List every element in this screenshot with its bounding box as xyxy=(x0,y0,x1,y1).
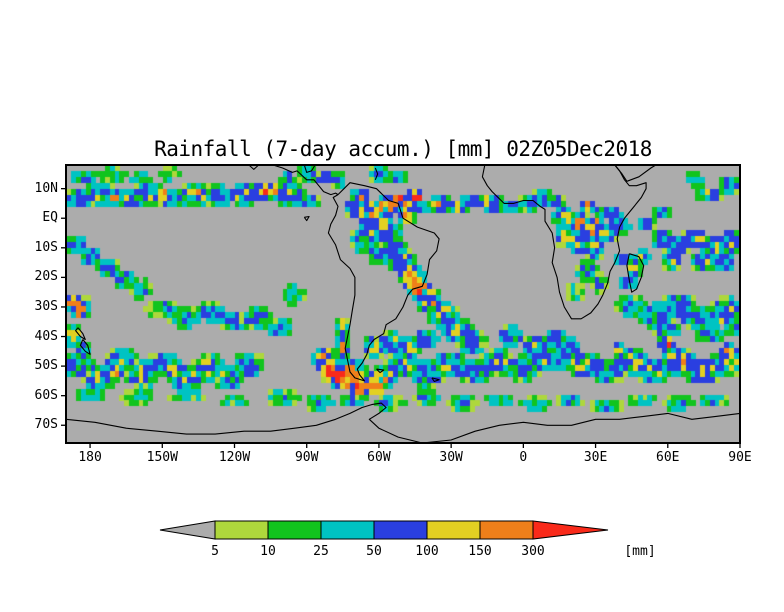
x-tick-label: 0 xyxy=(519,450,528,465)
colorbar xyxy=(159,520,609,540)
x-tick-label: 120W xyxy=(218,450,251,465)
y-tick-label: EQ xyxy=(42,210,58,226)
x-tick-label: 150W xyxy=(146,450,178,465)
y-tick-label: 70S xyxy=(34,417,58,433)
colorbar-segment xyxy=(267,520,322,540)
colorbar-segment xyxy=(214,520,269,540)
colorbar-tick-label: 150 xyxy=(468,544,492,559)
y-tick-label: 10S xyxy=(34,239,58,255)
x-tick-label: 30W xyxy=(439,450,463,465)
colorbar-segment xyxy=(426,520,481,540)
rainfall-field-canvas xyxy=(67,166,739,442)
y-tick-label: 50S xyxy=(34,358,58,374)
colorbar-below-min-arrow xyxy=(159,520,216,540)
x-tick-label: 90W xyxy=(294,450,319,465)
colorbar-tick-label: 100 xyxy=(415,544,439,559)
colorbar-tick-label: 300 xyxy=(521,544,545,559)
x-tick-label: 30E xyxy=(583,450,608,465)
colorbar-unit-label: [mm] xyxy=(624,544,656,559)
y-tick-label: 10N xyxy=(34,180,58,196)
colorbar-segment xyxy=(373,520,428,540)
colorbar-tick-label: 25 xyxy=(313,544,329,559)
x-tick-label: 60E xyxy=(656,450,680,465)
y-tick-label: 30S xyxy=(34,298,58,314)
colorbar-segment xyxy=(479,520,534,540)
chart-title: Rainfall (7-day accum.) [mm] 02Z05Dec201… xyxy=(154,137,652,161)
colorbar-segment xyxy=(320,520,375,540)
x-tick-label: 90E xyxy=(728,450,752,465)
colorbar-tick-label: 5 xyxy=(211,544,219,559)
y-tick-label: 20S xyxy=(34,269,58,285)
y-tick-label: 40S xyxy=(34,328,58,344)
y-tick-label: 60S xyxy=(34,387,58,403)
colorbar-tick-label: 10 xyxy=(260,544,276,559)
x-tick-label: 180 xyxy=(78,450,102,465)
colorbar-above-max-arrow xyxy=(532,520,609,540)
x-tick-label: 60W xyxy=(367,450,391,465)
colorbar-tick-label: 50 xyxy=(366,544,382,559)
